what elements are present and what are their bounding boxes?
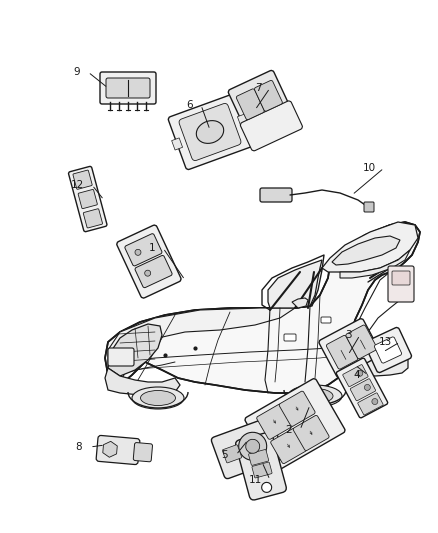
FancyBboxPatch shape <box>254 80 283 111</box>
FancyBboxPatch shape <box>326 335 358 369</box>
FancyBboxPatch shape <box>279 391 315 426</box>
FancyBboxPatch shape <box>100 72 156 104</box>
FancyBboxPatch shape <box>257 404 293 439</box>
FancyBboxPatch shape <box>133 442 152 462</box>
Polygon shape <box>105 222 420 393</box>
Circle shape <box>357 370 363 376</box>
Text: 7: 7 <box>255 83 262 93</box>
Text: 3: 3 <box>346 330 352 340</box>
FancyBboxPatch shape <box>249 449 268 465</box>
FancyBboxPatch shape <box>228 70 297 142</box>
Circle shape <box>364 384 371 390</box>
FancyBboxPatch shape <box>321 317 331 323</box>
Circle shape <box>261 482 272 492</box>
Polygon shape <box>105 368 180 395</box>
Circle shape <box>372 399 378 405</box>
Bar <box>172 138 183 150</box>
Text: 1: 1 <box>148 243 155 253</box>
Ellipse shape <box>132 387 184 409</box>
FancyBboxPatch shape <box>125 233 162 266</box>
FancyBboxPatch shape <box>343 365 368 386</box>
Text: 2: 2 <box>286 425 292 435</box>
FancyBboxPatch shape <box>319 319 381 377</box>
FancyBboxPatch shape <box>168 94 252 169</box>
Ellipse shape <box>297 389 333 403</box>
Circle shape <box>239 432 267 461</box>
Polygon shape <box>332 236 400 265</box>
Polygon shape <box>268 260 322 308</box>
FancyBboxPatch shape <box>245 378 345 471</box>
Text: 6: 6 <box>187 100 193 110</box>
Text: 5: 5 <box>221 450 228 460</box>
Circle shape <box>145 270 151 276</box>
FancyBboxPatch shape <box>388 266 414 302</box>
Circle shape <box>246 439 260 453</box>
Bar <box>237 114 248 126</box>
Text: 13: 13 <box>379 337 392 347</box>
Ellipse shape <box>288 385 342 407</box>
FancyBboxPatch shape <box>271 429 307 464</box>
FancyBboxPatch shape <box>68 166 107 232</box>
FancyBboxPatch shape <box>106 78 150 98</box>
FancyBboxPatch shape <box>83 209 102 228</box>
FancyBboxPatch shape <box>96 435 140 465</box>
Polygon shape <box>322 222 418 272</box>
Polygon shape <box>348 344 408 376</box>
FancyBboxPatch shape <box>260 188 292 202</box>
FancyBboxPatch shape <box>73 170 92 189</box>
Text: 9: 9 <box>74 67 80 77</box>
Polygon shape <box>108 324 162 376</box>
FancyBboxPatch shape <box>108 348 134 366</box>
FancyBboxPatch shape <box>135 255 172 288</box>
Ellipse shape <box>196 120 224 143</box>
FancyBboxPatch shape <box>284 334 296 341</box>
FancyBboxPatch shape <box>293 415 329 450</box>
FancyBboxPatch shape <box>78 189 97 208</box>
FancyBboxPatch shape <box>236 432 286 500</box>
Text: 8: 8 <box>75 442 82 452</box>
FancyBboxPatch shape <box>237 89 264 120</box>
FancyBboxPatch shape <box>358 393 383 415</box>
FancyBboxPatch shape <box>350 379 376 401</box>
Text: 11: 11 <box>249 475 262 485</box>
FancyBboxPatch shape <box>364 202 374 212</box>
Circle shape <box>135 249 141 255</box>
Text: 4: 4 <box>353 370 360 380</box>
FancyBboxPatch shape <box>117 225 181 298</box>
Polygon shape <box>292 298 308 308</box>
Text: 12: 12 <box>71 180 84 190</box>
FancyBboxPatch shape <box>374 337 402 363</box>
FancyBboxPatch shape <box>364 327 412 373</box>
FancyBboxPatch shape <box>179 103 241 160</box>
Ellipse shape <box>141 391 176 406</box>
FancyBboxPatch shape <box>223 445 242 463</box>
Text: 10: 10 <box>363 163 376 173</box>
FancyBboxPatch shape <box>346 325 377 359</box>
FancyBboxPatch shape <box>212 417 285 479</box>
Polygon shape <box>108 308 295 390</box>
FancyBboxPatch shape <box>240 101 303 151</box>
FancyBboxPatch shape <box>336 358 388 418</box>
Polygon shape <box>340 250 410 278</box>
FancyBboxPatch shape <box>392 271 410 285</box>
FancyBboxPatch shape <box>252 462 272 478</box>
